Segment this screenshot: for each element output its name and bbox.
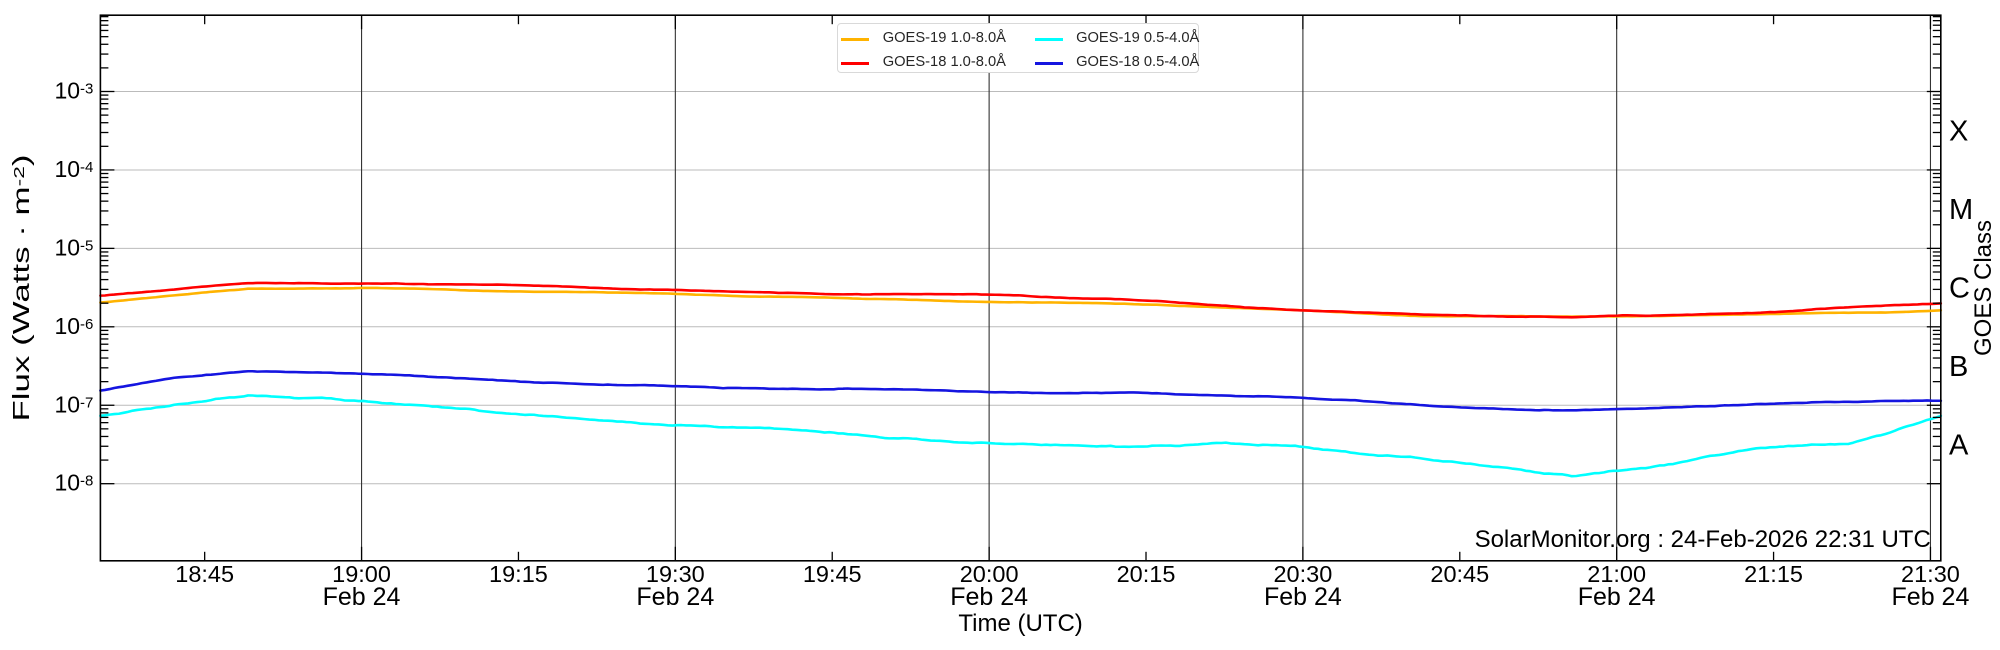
svg-text:21:15: 21:15: [1744, 561, 1803, 587]
svg-text:Feb 24: Feb 24: [636, 583, 714, 611]
svg-text:18:45: 18:45: [175, 561, 234, 587]
svg-text:Feb 24: Feb 24: [1892, 583, 1970, 611]
svg-text:Time (UTC): Time (UTC): [958, 610, 1082, 637]
svg-text:Feb 24: Feb 24: [950, 583, 1028, 611]
svg-text:Flux (Watts · m-2): Flux (Watts · m-2): [8, 155, 34, 422]
svg-text:C: C: [1949, 273, 1970, 305]
svg-text:Feb 24: Feb 24: [323, 583, 401, 611]
svg-text:A: A: [1949, 429, 1969, 461]
svg-text:Feb 24: Feb 24: [1578, 583, 1656, 611]
svg-text:19:45: 19:45: [803, 561, 862, 587]
svg-text:19:15: 19:15: [489, 561, 548, 587]
svg-text:20:45: 20:45: [1430, 561, 1489, 587]
svg-text:Feb 24: Feb 24: [1264, 583, 1342, 611]
svg-text:GOES Class: GOES Class: [1970, 220, 1997, 356]
svg-text:20:15: 20:15: [1117, 561, 1176, 587]
svg-text:SolarMonitor.org : 24-Feb-2026: SolarMonitor.org : 24-Feb-2026 22:31 UTC: [1475, 526, 1931, 553]
svg-text:X: X: [1949, 116, 1968, 148]
svg-text:B: B: [1949, 351, 1968, 383]
